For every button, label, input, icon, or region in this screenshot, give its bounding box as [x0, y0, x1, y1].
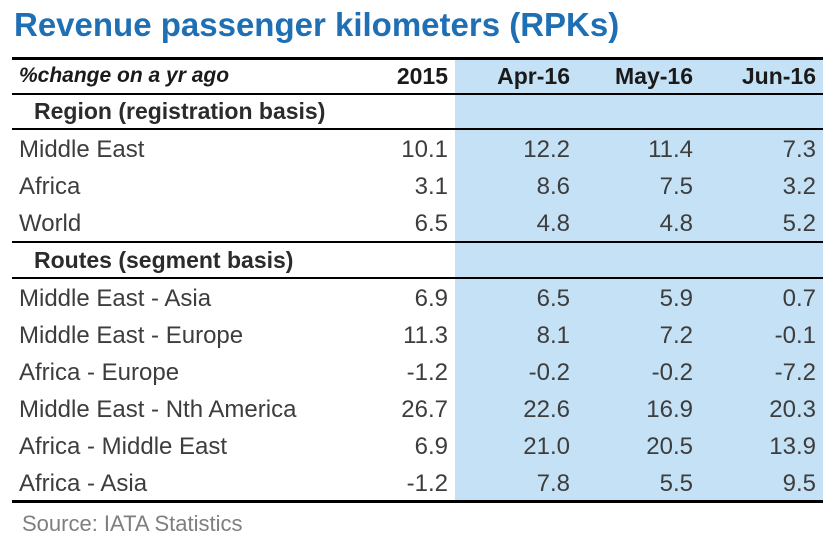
cell-jun-16: 7.3	[782, 136, 816, 163]
cell-may-16: -0.2	[651, 359, 693, 386]
table-row: Africa - Europe -1.2 -0.2 -0.2 -7.2	[12, 354, 823, 391]
section-rule	[12, 241, 823, 243]
table-row: Middle East - Europe 11.3 8.1 7.2 -0.1	[12, 317, 823, 354]
header-apr-16: Apr-16	[497, 63, 570, 89]
table-row: Middle East - Asia 6.9 6.5 5.9 0.7	[12, 280, 823, 317]
table-row: World 6.5 4.8 4.8 5.2	[12, 205, 823, 242]
section-region-title-row: Region (registration basis)	[12, 95, 823, 128]
row-label: World	[19, 210, 82, 237]
table-row: Africa - Asia -1.2 7.8 5.5 9.5	[12, 465, 823, 502]
cell-2015: 6.9	[414, 285, 448, 312]
cell-jun-16: 5.2	[782, 210, 816, 237]
cell-jun-16: -0.1	[774, 322, 816, 349]
section-rule	[12, 128, 823, 130]
cell-apr-16: 4.8	[536, 210, 570, 237]
cell-2015: -1.2	[406, 359, 448, 386]
row-label: Africa - Asia	[19, 470, 148, 497]
cell-apr-16: 22.6	[523, 396, 570, 423]
row-label: Africa - Middle East	[19, 433, 228, 460]
table-row: Middle East 10.1 12.2 11.4 7.3	[12, 131, 823, 168]
header-subtitle: %change on a yr ago	[19, 64, 230, 87]
cell-apr-16: 8.1	[536, 322, 570, 349]
cell-may-16: 16.9	[646, 396, 693, 423]
header-jun-16: Jun-16	[741, 63, 816, 89]
cell-may-16: 7.2	[659, 322, 693, 349]
cell-jun-16: 9.5	[782, 470, 816, 497]
cell-2015: 11.3	[403, 322, 448, 349]
cell-jun-16: 13.9	[769, 433, 816, 460]
cell-may-16: 5.5	[659, 470, 693, 497]
header-2015: 2015	[396, 63, 448, 89]
section-rule	[12, 277, 823, 279]
cell-2015: 6.9	[414, 433, 448, 460]
table-row: Africa - Middle East 6.9 21.0 20.5 13.9	[12, 428, 823, 465]
section-routes-title-row: Routes (segment basis)	[12, 244, 823, 277]
cell-jun-16: -7.2	[774, 359, 816, 386]
cell-apr-16: 7.8	[536, 470, 570, 497]
header-may-16: May-16	[615, 63, 693, 89]
cell-may-16: 4.8	[659, 210, 693, 237]
section-title: Region (registration basis)	[34, 98, 326, 124]
row-label: Africa - Europe	[19, 359, 180, 386]
cell-apr-16: 21.0	[523, 433, 570, 460]
row-label: Middle East - Europe	[19, 322, 244, 349]
header-row: %change on a yr ago 2015 Apr-16 May-16 J…	[12, 60, 823, 92]
row-label: Africa	[19, 173, 81, 200]
cell-may-16: 11.4	[648, 136, 693, 163]
cell-2015: 10.1	[401, 136, 448, 163]
cell-jun-16: 20.3	[769, 396, 816, 423]
cell-jun-16: 3.2	[782, 173, 816, 200]
cell-apr-16: 8.6	[536, 173, 570, 200]
cell-apr-16: 6.5	[536, 285, 570, 312]
table-row: Middle East - Nth America 26.7 22.6 16.9…	[12, 391, 823, 428]
source-note: Source: IATA Statistics	[22, 511, 243, 536]
cell-2015: 6.5	[414, 210, 448, 237]
cell-2015: -1.2	[406, 470, 448, 497]
cell-may-16: 5.9	[659, 285, 693, 312]
row-label: Middle East	[19, 136, 145, 163]
row-label: Middle East - Asia	[19, 285, 212, 312]
table-top-rule	[12, 57, 823, 60]
cell-2015: 3.1	[414, 173, 448, 200]
table-bottom-rule	[12, 500, 823, 503]
cell-apr-16: -0.2	[528, 359, 570, 386]
cell-may-16: 7.5	[659, 173, 693, 200]
cell-may-16: 20.5	[646, 433, 693, 460]
cell-2015: 26.7	[401, 396, 448, 423]
header-rule	[12, 93, 823, 95]
row-label: Middle East - Nth America	[19, 396, 297, 423]
page-title: Revenue passenger kilometers (RPKs)	[14, 6, 620, 43]
table-row: Africa 3.1 8.6 7.5 3.2	[12, 168, 823, 205]
section-title: Routes (segment basis)	[34, 247, 294, 273]
cell-apr-16: 12.2	[523, 136, 570, 163]
cell-jun-16: 0.7	[782, 285, 816, 312]
